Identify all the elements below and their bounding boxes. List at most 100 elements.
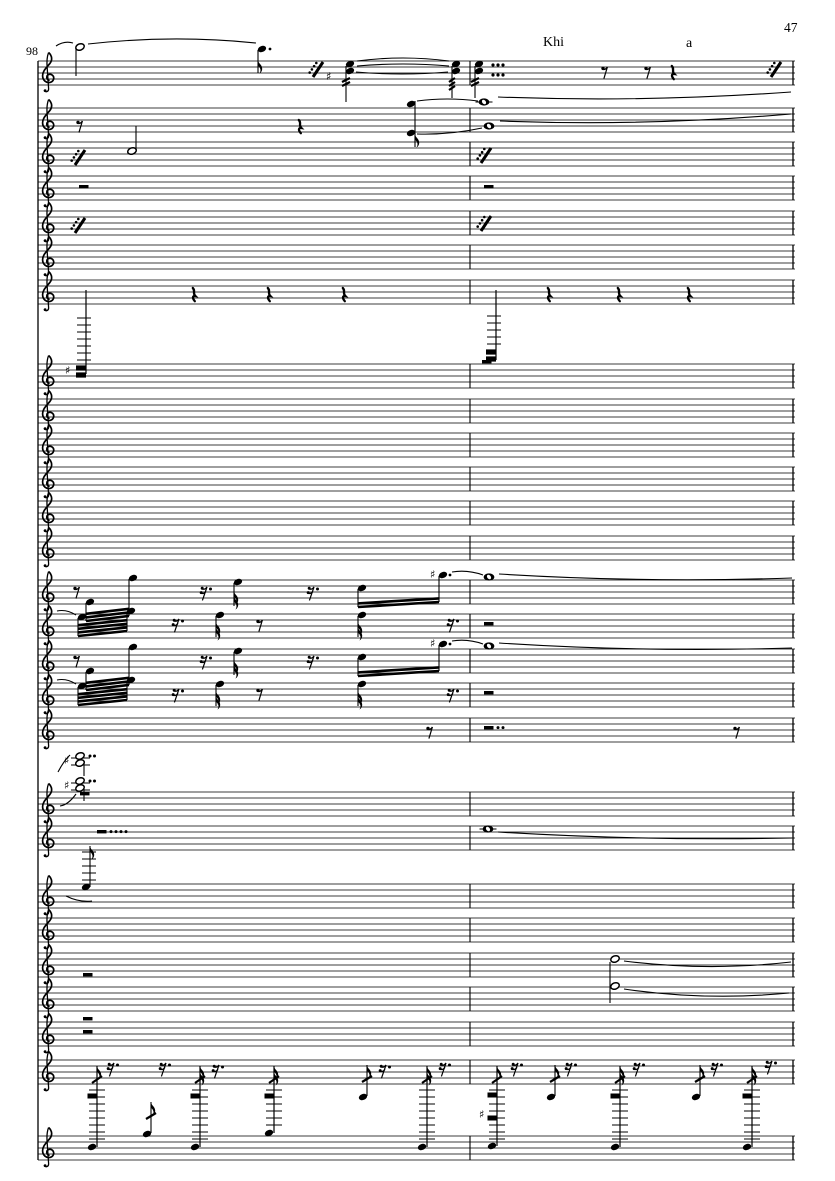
- half-rest: [83, 1030, 93, 1034]
- staff: [38, 132, 795, 174]
- lyric-syllable: a: [686, 36, 693, 51]
- slur: [498, 642, 793, 650]
- sixteenth-rest: [199, 586, 212, 601]
- staff: [38, 943, 795, 985]
- treble-clef-icon: [41, 604, 55, 646]
- slur: [57, 754, 71, 773]
- svg-text:♯: ♯: [64, 779, 69, 792]
- half-rest: [484, 691, 494, 695]
- half-rest: [484, 726, 505, 730]
- arpeggio-figure: [142, 1062, 171, 1138]
- half-note: [609, 981, 621, 991]
- treble-clef-icon: [41, 782, 55, 824]
- staff: [38, 1050, 795, 1092]
- whole-note: [483, 122, 495, 130]
- tremolo-mark: [70, 217, 87, 234]
- tremolo-mark: [476, 215, 493, 232]
- svg-text:♯: ♯: [326, 70, 331, 83]
- slur: [497, 91, 792, 100]
- tremolo-chord: [448, 60, 461, 98]
- treble-clef-icon: [41, 51, 55, 93]
- sixteenth-rest: [306, 586, 319, 601]
- quarter-rest: [297, 118, 305, 135]
- slur: [623, 960, 792, 968]
- treble-clef-icon: [41, 874, 55, 916]
- beamed-note-group: [77, 607, 136, 638]
- cluster-chord: [486, 290, 501, 362]
- eighth-rest: [256, 688, 263, 701]
- stemmed-note-figure: [65, 846, 96, 902]
- half-rest: [484, 622, 494, 626]
- treble-clef-icon: [41, 943, 55, 985]
- tremolo-chord: [470, 60, 484, 98]
- whole-note: [483, 642, 495, 650]
- slur: [451, 570, 484, 576]
- eighth-rest: [256, 619, 263, 632]
- beamed-note-group: [85, 643, 138, 692]
- eighth-rest: [426, 726, 433, 739]
- sixteenth-rest: [446, 688, 459, 703]
- page-number: 47: [784, 20, 798, 35]
- whole-note: [483, 573, 495, 581]
- staff: [38, 816, 795, 858]
- eighth-rest: [733, 726, 740, 739]
- staff: [38, 977, 795, 1019]
- treble-clef-icon: [41, 201, 55, 243]
- sixteenth-note: [215, 680, 225, 710]
- treble-clef-icon: [41, 526, 55, 568]
- arpeggio-figure: ♯: [479, 1062, 523, 1150]
- svg-text:♯: ♯: [65, 364, 70, 377]
- treble-clef-icon: [41, 908, 55, 950]
- treble-clef-icon: [41, 235, 55, 277]
- eighth-rest: [73, 586, 80, 599]
- beamed-note-group: [85, 574, 138, 623]
- sixteenth-note: [233, 647, 243, 679]
- quarter-rest: [686, 286, 694, 303]
- beamed-note-group: ♯: [357, 637, 452, 678]
- half-rest: [79, 185, 89, 189]
- half-rest: [484, 185, 494, 189]
- arpeggio-figure: [742, 1060, 777, 1151]
- sixteenth-rest: [199, 655, 212, 670]
- staff: [38, 235, 795, 277]
- sixteenth-note: [357, 611, 367, 641]
- quarter-rest: [670, 64, 678, 81]
- arpeggio-figure: [691, 1062, 723, 1101]
- sixteenth-rest: [306, 655, 319, 670]
- quarter-rest: [616, 286, 624, 303]
- treble-clef-icon: [41, 457, 55, 499]
- tremolo-chord: [341, 60, 355, 102]
- half-note: [74, 42, 86, 76]
- chord-with-sharp: ♯: [64, 751, 96, 776]
- sixteenth-note: [215, 611, 225, 641]
- half-rest: [83, 973, 93, 977]
- eighth-rest: [601, 66, 608, 79]
- sixteenth-note: [233, 578, 243, 610]
- lyric-syllable: Khi: [543, 35, 564, 50]
- staff: [38, 354, 795, 396]
- tremolo-dots: [491, 73, 505, 77]
- quarter-rest: [546, 286, 554, 303]
- slur: [59, 793, 77, 807]
- treble-clef-icon: [41, 977, 55, 1019]
- arpeggio-figure: [546, 1062, 577, 1101]
- svg-text:♯: ♯: [430, 637, 435, 650]
- slur: [356, 57, 450, 62]
- sixteenth-rest: [171, 688, 184, 703]
- treble-clef-icon: [41, 673, 55, 715]
- slur: [451, 639, 484, 645]
- measure-number: 98: [26, 44, 38, 58]
- treble-clef-icon: [41, 570, 55, 612]
- treble-clef-icon: [41, 354, 55, 396]
- staff: [38, 1012, 795, 1054]
- tremolo-mark: [766, 61, 783, 78]
- treble-clef-icon: [41, 1012, 55, 1054]
- staff: [38, 1126, 795, 1168]
- slur: [498, 573, 793, 581]
- staff: [38, 51, 795, 93]
- half-rest: [482, 360, 492, 364]
- treble-clef-icon: [41, 639, 55, 681]
- staff: [38, 570, 795, 612]
- arpeggio-figure: [264, 1066, 282, 1137]
